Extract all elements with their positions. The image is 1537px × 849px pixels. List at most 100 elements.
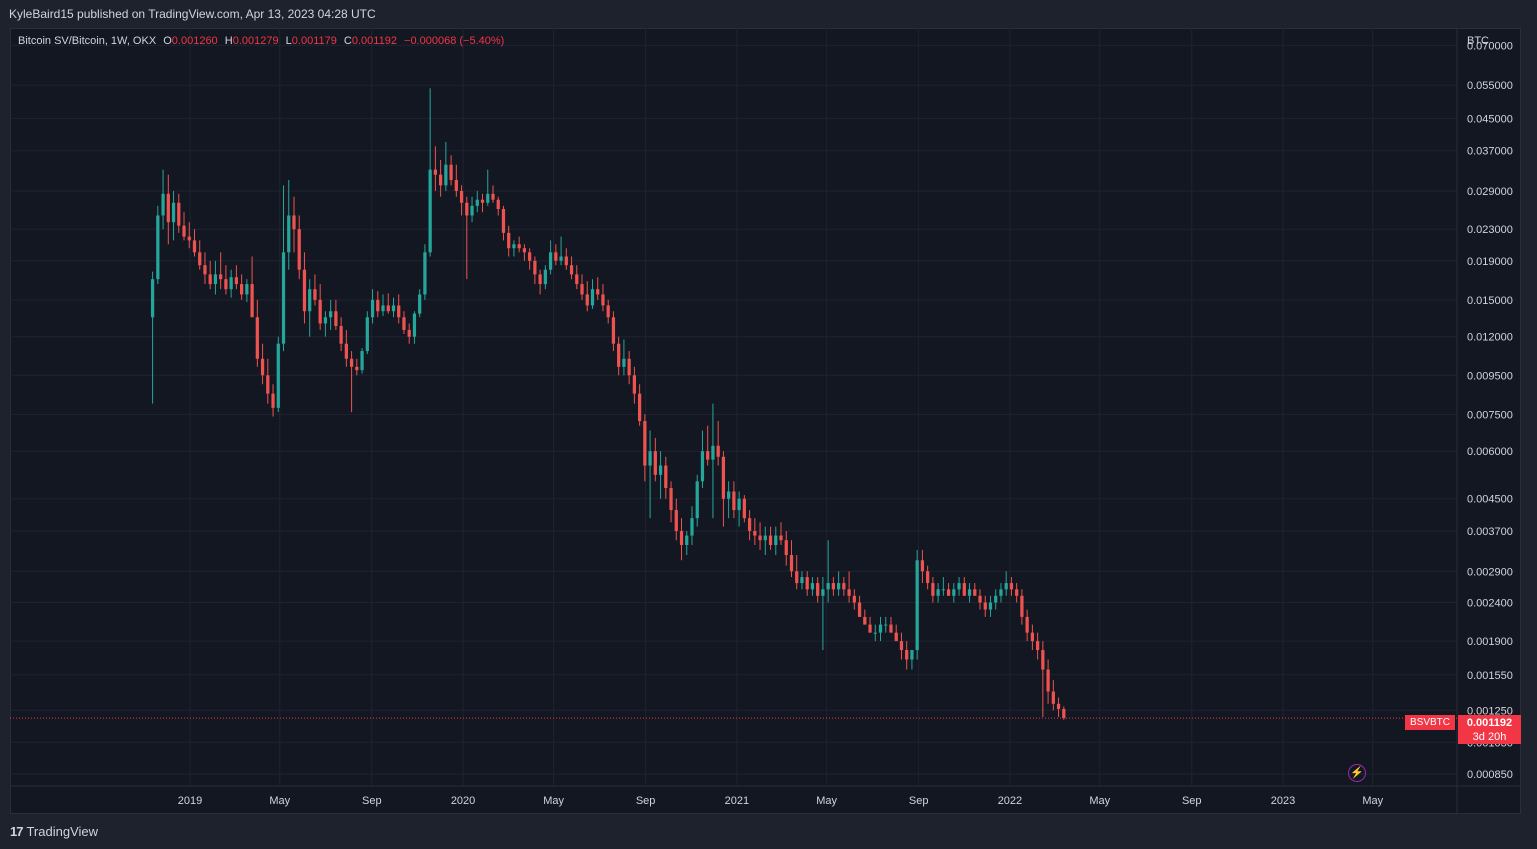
candle-body [203,265,207,275]
candle-body [789,555,794,572]
legend-low-label: L [285,35,292,47]
legend-change: −0.000068 (−5.40%) [404,35,505,47]
candle-body [999,589,1003,596]
candle-body [711,445,715,460]
chart-frame[interactable] [10,28,1521,814]
candle-body [606,305,610,318]
legend-close-value: 0.001192 [351,35,397,47]
price-axis-tick-label: 0.045000 [1467,113,1513,125]
candle-body [402,317,406,330]
price-axis-tick-label: 0.029000 [1467,186,1513,198]
candle-body [161,193,165,216]
candle-body [444,164,448,186]
candle-body [831,583,836,590]
candle-body [915,560,919,651]
price-axis-tick-label: 0.002400 [1467,598,1513,610]
time-axis-tick-label: May [543,795,564,807]
tradingview-logo[interactable]: 17 TradingView [10,824,98,839]
candle-body [601,294,605,306]
candle-body [475,199,479,206]
candle-body [800,577,804,584]
candle-body [763,535,767,541]
candle-body [370,299,375,318]
candle-body [585,294,589,306]
candle-body [575,274,579,285]
candle-body [234,277,239,285]
price-axis-tick-label: 0.019000 [1467,256,1513,268]
candle-body [1062,708,1066,719]
lightning-icon[interactable]: ⚡ [1348,764,1366,782]
candle-body [349,358,354,367]
time-axis-tick-label: May [816,795,837,807]
candle-body [889,624,893,633]
candle-body [727,491,731,499]
candle-body [852,595,856,603]
legend-low-value: 0.001179 [291,35,337,47]
candle-body [1025,616,1029,633]
time-axis-tick-label: Sep [909,795,929,807]
legend-high-value: 0.001279 [232,35,279,47]
candle-body [643,421,647,466]
candle-body [308,289,312,312]
price-axis-tick-label: 0.009500 [1467,370,1513,382]
tradingview-logo-icon: 17 [10,824,24,839]
candle-body [994,595,998,603]
candle-body [884,624,888,626]
price-axis-tick-label: 0.003700 [1467,526,1513,538]
candle-body [632,375,637,394]
candle-body [868,624,872,633]
candle-body [344,343,348,359]
candle-body [360,351,364,371]
candle-body [978,595,982,603]
time-axis-tick-label: 2023 [1271,795,1295,807]
candle-body [554,252,558,261]
candle-body [936,589,940,596]
time-axis-tick-label: 2020 [451,795,475,807]
candle-body [543,269,547,285]
price-axis-tick-label: 0.004500 [1467,494,1513,506]
candle-body [412,313,417,337]
candle-body [774,535,778,546]
candle-body [397,305,401,318]
price-axis-tick-label: 0.001250 [1467,705,1513,717]
candle-body [946,589,951,596]
candle-body [271,393,275,408]
candle-body [150,279,155,318]
price-axis-tick-label: 0.000850 [1467,769,1513,781]
candle-body [899,641,904,651]
candle-body [821,589,825,596]
candle-body [905,650,909,660]
candle-body [292,215,296,230]
candle-body [679,531,684,546]
candle-body [758,535,762,541]
candle-body [1004,583,1008,590]
candle-body [810,583,815,590]
time-axis-tick-label: 2021 [725,795,749,807]
published-text: KyleBaird15 published on TradingView.com… [9,7,376,21]
candle-body [208,274,212,285]
candle-body [548,252,553,270]
candle-body [386,305,390,312]
legend-close-label: C [343,35,352,47]
candle-body [973,589,977,596]
time-axis-tick-label: May [1089,795,1110,807]
time-axis-tick-label: Sep [362,795,382,807]
candle-body [664,465,668,489]
candle-body [465,202,469,216]
legend-open-value: 0.001260 [171,35,218,47]
legend-high-label: H [224,35,233,47]
candle-body [569,265,574,275]
candle-body [957,583,961,590]
candle-body [433,169,438,175]
footer: 17 TradingView [0,814,1537,849]
candle-body [480,199,485,203]
candle-body [648,451,652,466]
price-axis-tick-label: 0.023000 [1467,224,1513,236]
candle-body [166,193,170,223]
candle-body [627,358,631,376]
candle-body [182,225,186,237]
candle-body [742,498,746,519]
candle-body [695,481,699,519]
price-axis-tick-label: 0.001550 [1467,670,1513,682]
